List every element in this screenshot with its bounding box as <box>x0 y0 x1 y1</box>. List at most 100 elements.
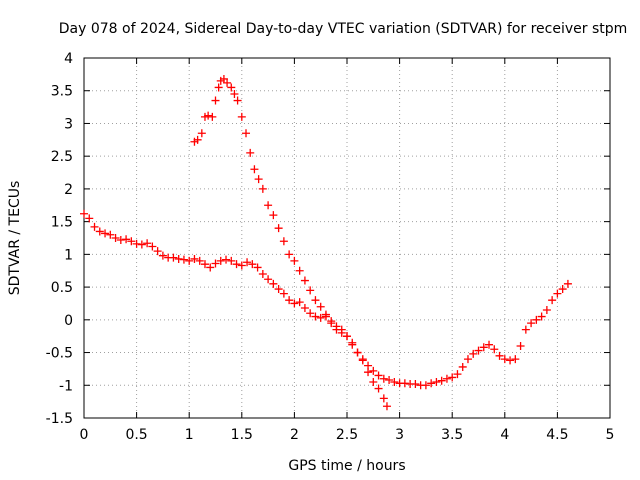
data-point <box>548 296 557 305</box>
data-point <box>516 342 525 350</box>
y-tick-label: -1 <box>59 378 73 394</box>
data-point <box>527 319 536 328</box>
data-point <box>316 302 325 311</box>
data-point <box>132 239 141 248</box>
data-point <box>311 296 320 305</box>
y-tick-label: 3.5 <box>51 84 73 100</box>
data-point <box>400 379 409 388</box>
data-point <box>343 332 351 341</box>
data-point <box>85 214 94 223</box>
data-point <box>369 366 378 375</box>
data-point <box>337 328 346 337</box>
data-point <box>506 356 515 365</box>
data-point <box>143 239 152 248</box>
data-point <box>116 235 125 244</box>
data-point <box>300 276 309 285</box>
y-tick-label: 0 <box>64 313 73 329</box>
data-point <box>321 310 330 319</box>
data-point <box>90 222 99 231</box>
data-point <box>285 250 294 259</box>
x-tick-label: 0.5 <box>125 427 147 443</box>
data-point <box>279 289 288 298</box>
data-point <box>122 235 131 244</box>
data-point <box>242 129 251 138</box>
data-point <box>537 312 546 321</box>
data-point <box>358 356 367 365</box>
data-point <box>479 343 488 352</box>
data-point <box>230 90 239 98</box>
data-point <box>521 325 530 334</box>
series-track-1 <box>80 209 572 390</box>
data-point <box>253 263 262 272</box>
data-point <box>485 340 494 349</box>
data-point <box>227 83 236 92</box>
data-point <box>327 319 336 328</box>
data-point <box>274 224 283 233</box>
data-point <box>411 379 420 388</box>
data-point <box>306 309 315 318</box>
data-point <box>193 135 202 144</box>
data-point <box>295 298 304 307</box>
y-axis-label: SDTVAR / TECUs <box>7 181 23 296</box>
data-point <box>390 378 399 386</box>
data-point <box>101 229 110 238</box>
x-tick-label: 4 <box>500 427 509 443</box>
data-point <box>237 261 246 270</box>
data-point <box>227 256 236 265</box>
data-point <box>248 260 257 269</box>
data-point <box>427 379 436 388</box>
data-point <box>190 254 199 263</box>
data-point <box>316 313 325 322</box>
data-point <box>453 370 462 379</box>
y-tick-label: 4 <box>64 51 73 67</box>
data-point <box>274 285 283 294</box>
data-point <box>385 376 394 385</box>
data-point <box>106 230 115 239</box>
data-point <box>500 355 509 364</box>
data-point <box>211 96 220 105</box>
data-point <box>311 312 320 321</box>
data-point <box>563 279 572 288</box>
x-axis-label: GPS time / hours <box>288 458 405 474</box>
grid-lines <box>84 58 610 418</box>
y-tick-label: 2.5 <box>51 149 73 165</box>
y-tick-label: -0.5 <box>46 346 73 362</box>
y-tick-label: 2 <box>64 182 73 198</box>
data-point <box>179 255 188 264</box>
data-point <box>197 129 206 138</box>
x-tick-label: 0 <box>80 427 89 443</box>
data-point <box>185 256 194 265</box>
data-point <box>495 351 504 360</box>
x-tick-label: 1.5 <box>231 427 253 443</box>
x-tick-label: 1 <box>185 427 194 443</box>
data-point <box>258 270 267 278</box>
data-point <box>243 258 252 267</box>
data-point <box>532 315 541 324</box>
x-tick-label: 4.5 <box>546 427 568 443</box>
data-point <box>290 299 299 308</box>
data-point <box>490 345 499 354</box>
data-point <box>369 378 378 386</box>
data-point <box>382 402 391 411</box>
x-tick-label: 2.5 <box>336 427 358 443</box>
data-point <box>290 256 299 265</box>
x-tick-label: 3.5 <box>441 427 463 443</box>
x-tick-label: 5 <box>606 427 615 443</box>
data-point <box>264 201 273 210</box>
data-points <box>80 74 572 411</box>
data-point <box>214 83 223 92</box>
data-point <box>148 242 157 251</box>
data-point <box>208 112 217 121</box>
data-point <box>348 338 357 347</box>
data-point <box>206 263 215 272</box>
data-point <box>437 376 446 385</box>
data-point <box>95 227 104 236</box>
data-point <box>279 237 288 246</box>
data-point <box>332 325 341 334</box>
data-point <box>250 165 259 174</box>
data-point <box>442 374 451 383</box>
data-point <box>448 373 457 382</box>
data-point <box>364 368 373 377</box>
y-tick-label: -1.5 <box>46 411 73 427</box>
